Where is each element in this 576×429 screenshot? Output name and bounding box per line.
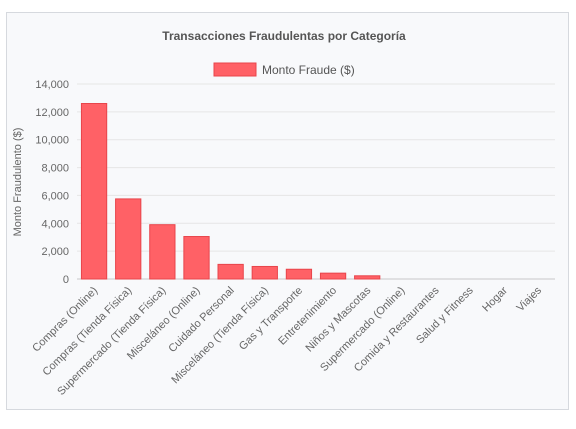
- y-tick-label: 2,000: [41, 246, 69, 258]
- bar[interactable]: [285, 268, 313, 280]
- legend-swatch: [213, 62, 257, 77]
- y-tick-label: 0: [63, 274, 69, 286]
- bar[interactable]: [217, 263, 244, 280]
- bars: [80, 103, 381, 280]
- x-tick-labels: Compras (Online)Compras (Tienda Física)S…: [30, 284, 544, 398]
- x-tick-label: Entretenimiento: [276, 285, 339, 348]
- legend-label: Monto Fraude ($): [262, 63, 355, 77]
- y-tick-label: 8,000: [41, 163, 69, 175]
- bar[interactable]: [149, 224, 176, 280]
- legend[interactable]: Monto Fraude ($): [213, 62, 355, 77]
- bar[interactable]: [251, 265, 278, 280]
- bar[interactable]: [354, 275, 381, 280]
- y-tick-label: 6,000: [41, 190, 69, 202]
- y-tick-label: 14,000: [35, 79, 69, 91]
- x-tick-label: Viajes: [515, 284, 545, 314]
- chart-title: Transacciones Fraudulentas por Categoría: [162, 29, 406, 43]
- x-tick-label: Hogar: [480, 284, 510, 314]
- y-tick-label: 4,000: [41, 218, 69, 230]
- grid-lines: [77, 83, 555, 280]
- bar[interactable]: [115, 198, 142, 280]
- bar[interactable]: [319, 272, 347, 280]
- y-tick-label: 12,000: [35, 107, 69, 119]
- y-axis-label: Monto Fraudulento ($): [12, 128, 24, 237]
- y-tick-labels: 0 2,000 4,000 6,000 8,000 10,000 12,000 14,000: [35, 79, 69, 286]
- bar[interactable]: [80, 103, 108, 280]
- bar[interactable]: [183, 236, 210, 280]
- y-tick-label: 10,000: [35, 135, 69, 147]
- x-tick-label: Gas y Transporte: [237, 285, 305, 353]
